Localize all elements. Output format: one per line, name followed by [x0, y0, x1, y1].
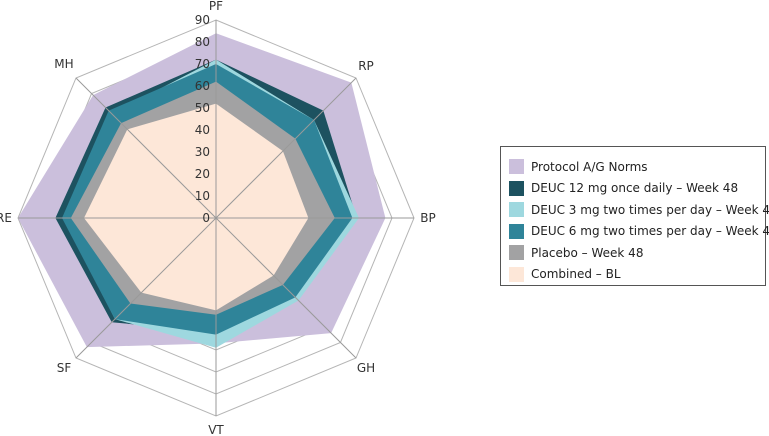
legend-swatch — [509, 180, 524, 196]
axis-label-vt: VT — [208, 423, 224, 436]
axis-label-bp: BP — [420, 211, 435, 225]
legend-item-placebo: Placebo – Week 48 — [509, 242, 757, 264]
tick-label: 80 — [195, 35, 210, 49]
spoke-gh — [215, 217, 357, 359]
spoke-rp — [215, 77, 357, 219]
tick-label: 70 — [195, 57, 210, 71]
legend-label: Protocol A/G Norms — [531, 159, 648, 174]
legend-swatch — [509, 223, 524, 239]
legend-label: Placebo – Week 48 — [531, 245, 644, 260]
legend-item-deuc-12mg: DEUC 12 mg once daily – Week 48 — [509, 178, 757, 200]
axis-label-gh: GH — [357, 361, 375, 375]
tick-label: 10 — [195, 189, 210, 203]
tick-label: 60 — [195, 79, 210, 93]
axis-label-rp: RP — [358, 59, 374, 73]
legend-swatch — [509, 159, 524, 175]
legend-label: DEUC 6 mg two times per day – Week 48 — [531, 224, 769, 239]
legend-item-combined-bl: Combined – BL — [509, 264, 757, 286]
axis-label-mh: MH — [54, 57, 73, 71]
tick-label: 90 — [195, 13, 210, 27]
axis-label-pf: PF — [209, 0, 223, 13]
axis-label-re: RE — [0, 211, 12, 225]
radar-series — [18, 33, 386, 348]
legend-item-norms: Protocol A/G Norms — [509, 156, 757, 178]
tick-label: 50 — [195, 101, 210, 115]
legend-item-deuc-3mg: DEUC 3 mg two times per day – Week 48 — [509, 199, 769, 221]
spoke-sf — [75, 217, 217, 359]
axis-label-sf: SF — [57, 361, 72, 375]
radial-tick-labels: 0 10 20 30 40 50 60 70 80 90 — [195, 13, 210, 225]
spoke-mh — [75, 77, 217, 219]
legend-swatch — [509, 266, 524, 282]
tick-label: 20 — [195, 167, 210, 181]
legend-swatch — [509, 245, 524, 261]
series-area-5 — [84, 103, 309, 311]
legend: Protocol A/G Norms DEUC 12 mg once daily… — [500, 146, 769, 286]
legend-label: DEUC 3 mg two times per day – Week 48 — [531, 202, 769, 217]
legend-swatch — [509, 202, 524, 218]
radar-spokes — [18, 20, 414, 416]
axis-labels: PF RP BP GH VT SF RE MH — [0, 0, 436, 436]
tick-label: 30 — [195, 145, 210, 159]
tick-label: 0 — [202, 211, 210, 225]
legend-label: Combined – BL — [531, 267, 621, 282]
tick-label: 40 — [195, 123, 210, 137]
legend-item-deuc-6mg: DEUC 6 mg two times per day – Week 48 — [509, 221, 769, 243]
legend-label: DEUC 12 mg once daily – Week 48 — [531, 181, 739, 196]
